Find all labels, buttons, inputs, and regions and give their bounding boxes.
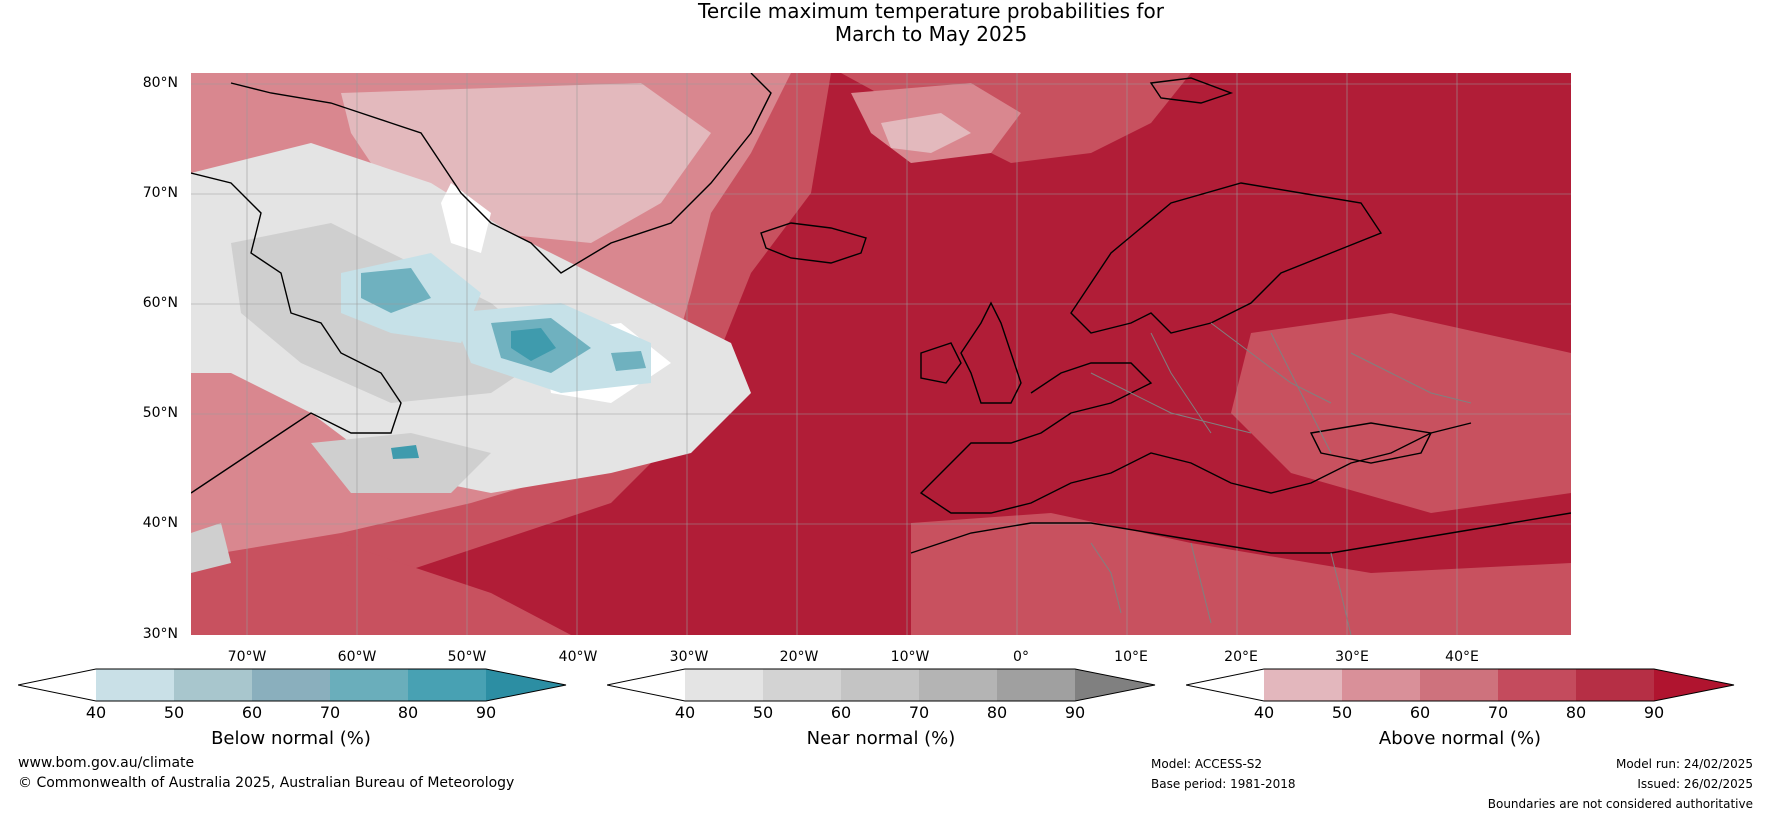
lon-label-40e: 40°E xyxy=(1445,649,1479,665)
disclaimer-text: Boundaries are not considered authoritat… xyxy=(1487,797,1753,811)
near-tick-90: 90 xyxy=(1064,703,1086,722)
lon-label-40w: 40°W xyxy=(558,649,598,665)
below-tick-40: 40 xyxy=(85,703,107,722)
below-normal-dark xyxy=(511,328,556,361)
base-period-text: Base period: 1981-2018 xyxy=(1151,777,1296,791)
lon-label-30e: 30°E xyxy=(1335,649,1369,665)
below-normal-small xyxy=(611,351,646,371)
near-tick-80: 80 xyxy=(986,703,1008,722)
title-line-1: Tercile maximum temperature probabilitie… xyxy=(698,0,1164,23)
near-tick-60: 60 xyxy=(830,703,852,722)
lon-label-20e: 20°E xyxy=(1224,649,1258,665)
near-normal-patch-sw xyxy=(191,523,231,573)
lon-label-60w: 60°W xyxy=(337,649,377,665)
above-mid-region-africa xyxy=(911,513,1571,635)
near-tick-50: 50 xyxy=(752,703,774,722)
lat-label-30n: 30°N xyxy=(142,626,178,642)
website-link[interactable]: www.bom.gov.au/climate xyxy=(18,755,195,771)
above-mid-region-east xyxy=(1231,313,1571,513)
labrador-coast xyxy=(191,172,402,494)
above-pale-region-north xyxy=(881,113,971,153)
above-tick-60: 60 xyxy=(1409,703,1431,722)
issued-text: Issued: 26/02/2025 xyxy=(1637,777,1753,791)
lat-label-60n: 60°N xyxy=(142,295,178,311)
below-tick-90: 90 xyxy=(475,703,497,722)
black-sea-coast xyxy=(1309,422,1433,464)
no-dominant-region xyxy=(441,183,491,253)
colorbar-near-normal xyxy=(607,668,1156,702)
lon-label-20w: 20°W xyxy=(779,649,819,665)
near-tick-70: 70 xyxy=(908,703,930,722)
below-normal-label: Below normal (%) xyxy=(211,728,371,749)
colorbar-above-normal xyxy=(1186,668,1735,702)
lat-label-40n: 40°N xyxy=(142,515,178,531)
near-normal-patch-south xyxy=(311,433,491,493)
coastlines xyxy=(191,73,1571,554)
lat-label-70n: 70°N xyxy=(142,185,178,201)
ireland-coast xyxy=(920,342,962,384)
model-run-text: Model run: 24/02/2025 xyxy=(1615,757,1753,771)
below-tick-60: 60 xyxy=(241,703,263,722)
gridlines xyxy=(191,73,1571,635)
above-tick-70: 70 xyxy=(1487,703,1509,722)
colorbar-below-normal xyxy=(18,668,567,702)
country-borders xyxy=(1090,322,1472,635)
uk-coast xyxy=(960,301,1022,404)
above-mid-region-south xyxy=(191,453,571,635)
below-tick-80: 80 xyxy=(397,703,419,722)
near-tick-40: 40 xyxy=(674,703,696,722)
near-normal-label: Near normal (%) xyxy=(806,728,956,749)
probability-map xyxy=(191,73,1571,635)
copyright-text: © Commonwealth of Australia 2025, Austra… xyxy=(18,775,515,791)
below-tick-70: 70 xyxy=(319,703,341,722)
model-text: Model: ACCESS-S2 xyxy=(1151,757,1263,771)
above-tick-90: 90 xyxy=(1643,703,1665,722)
lat-label-80n: 80°N xyxy=(142,75,178,91)
lon-label-0: 0° xyxy=(1013,649,1029,665)
map-title: Tercile maximum temperature probabilitie… xyxy=(0,0,1770,46)
lon-label-50w: 50°W xyxy=(447,649,487,665)
above-tick-50: 50 xyxy=(1331,703,1353,722)
greenland-coast xyxy=(230,73,772,274)
lon-label-10e: 10°E xyxy=(1114,649,1148,665)
lon-label-70w: 70°W xyxy=(227,649,267,665)
title-line-2: March to May 2025 xyxy=(834,22,1028,46)
lat-label-50n: 50°N xyxy=(142,405,178,421)
above-tick-40: 40 xyxy=(1253,703,1275,722)
europe-coast xyxy=(919,362,1472,514)
scandinavia-coast xyxy=(1070,182,1383,334)
below-tick-50: 50 xyxy=(163,703,185,722)
iceland-coast xyxy=(760,222,867,264)
lon-label-30w: 30°W xyxy=(669,649,709,665)
africa-coast xyxy=(910,512,1571,554)
lon-label-10w: 10°W xyxy=(890,649,930,665)
above-normal-label: Above normal (%) xyxy=(1378,728,1542,749)
below-normal-mid-1 xyxy=(361,268,431,313)
svalbard-coast xyxy=(1149,77,1234,104)
below-normal-patch xyxy=(391,445,419,459)
above-tick-80: 80 xyxy=(1565,703,1587,722)
